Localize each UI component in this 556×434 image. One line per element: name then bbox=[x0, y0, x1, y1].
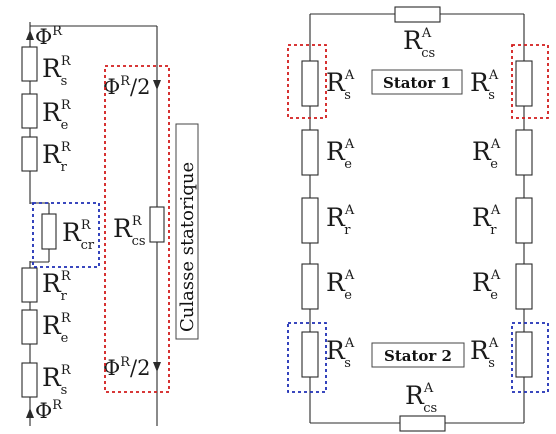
resistor-rcs-left bbox=[149, 206, 165, 243]
label-rcs-left: RR cs bbox=[113, 214, 146, 249]
flux-arrow-down-bottom bbox=[153, 362, 161, 372]
flux-half-label-bottom: ΦR/2 bbox=[103, 355, 150, 380]
yoke-label: Culasse statorique bbox=[177, 162, 198, 332]
label-left-re-top: RA e bbox=[326, 137, 355, 172]
right-equivalent-circuit: RA cs RA cs RA s RA e RA r RA e RA s RA s RA e RA… bbox=[287, 6, 549, 432]
stator1-label: Stator 1 bbox=[383, 74, 451, 92]
left-equivalent-circuit: ΦR ΦR ΦR/2 ΦR/2 RR s RR e bbox=[21, 22, 199, 426]
label-rr-top: RR r bbox=[42, 140, 72, 175]
rotor-yoke-highlight bbox=[32, 202, 100, 268]
stator1-label-box: Stator 1 bbox=[371, 69, 463, 95]
resistor-left-rr bbox=[301, 197, 319, 244]
stator1-right-highlight bbox=[511, 44, 549, 119]
resistor-right-re-top bbox=[515, 129, 533, 176]
label-left-rs-bottom: RA s bbox=[326, 336, 355, 371]
label-re-bottom: RR e bbox=[42, 311, 72, 346]
label-left-rs-top: RA s bbox=[326, 68, 355, 103]
label-right-re-top: RA e bbox=[472, 137, 501, 172]
flux-label-top: ΦR bbox=[35, 24, 63, 49]
label-rs-bottom: RR s bbox=[42, 363, 72, 398]
label-rcs-top: RA cs bbox=[403, 26, 435, 61]
resistor-right-rs-top bbox=[515, 60, 533, 107]
resistor-left-re-bottom bbox=[301, 263, 319, 310]
flux-label-bottom: ΦR bbox=[35, 398, 63, 423]
resistor-right-rr bbox=[515, 197, 533, 244]
resistor-left-rs-top bbox=[301, 60, 319, 107]
label-left-rr: RA r bbox=[326, 203, 355, 238]
stator2-label: Stator 2 bbox=[384, 347, 452, 365]
yoke-label-box: Culasse statorique bbox=[175, 123, 199, 340]
label-right-rs-top: RA s bbox=[470, 68, 499, 103]
resistor-rcs-top bbox=[394, 6, 441, 23]
stator1-left-highlight bbox=[287, 44, 327, 119]
label-rs-top: RR s bbox=[42, 54, 72, 89]
resistor-left-rs-bottom bbox=[301, 331, 319, 378]
label-rcr: RR cr bbox=[62, 218, 95, 253]
label-right-re-bottom: RA e bbox=[472, 268, 501, 303]
resistor-rs-bottom bbox=[21, 362, 38, 398]
stator-yoke-highlight bbox=[104, 65, 170, 393]
resistor-rs-top bbox=[21, 46, 38, 82]
label-re-top: RR e bbox=[42, 98, 72, 133]
stator2-label-box: Stator 2 bbox=[371, 342, 465, 368]
resistor-re-bottom bbox=[21, 309, 38, 345]
label-right-rs-bottom: RA s bbox=[470, 336, 499, 371]
label-rr-bottom: RR r bbox=[42, 269, 72, 304]
label-right-rr: RA r bbox=[472, 203, 501, 238]
resistor-re-top bbox=[21, 93, 38, 129]
resistor-right-re-bottom bbox=[515, 263, 533, 310]
resistor-rr-bottom bbox=[21, 267, 38, 303]
label-left-re-bottom: RA e bbox=[326, 268, 355, 303]
resistor-right-rs-bottom bbox=[515, 331, 533, 378]
resistor-rcs-bottom bbox=[399, 415, 446, 432]
flux-arrow-up-top bbox=[26, 30, 34, 40]
flux-arrow-up-bottom bbox=[26, 408, 34, 418]
stator2-left-highlight bbox=[287, 322, 327, 393]
resistor-left-re-top bbox=[301, 129, 319, 176]
stator2-right-highlight bbox=[511, 322, 549, 393]
resistor-rcr bbox=[41, 213, 57, 250]
label-rcs-bottom: RA cs bbox=[405, 381, 437, 416]
flux-half-label-top: ΦR/2 bbox=[103, 74, 150, 99]
resistor-rr-top bbox=[21, 136, 38, 172]
flux-arrow-down-top bbox=[153, 80, 161, 90]
